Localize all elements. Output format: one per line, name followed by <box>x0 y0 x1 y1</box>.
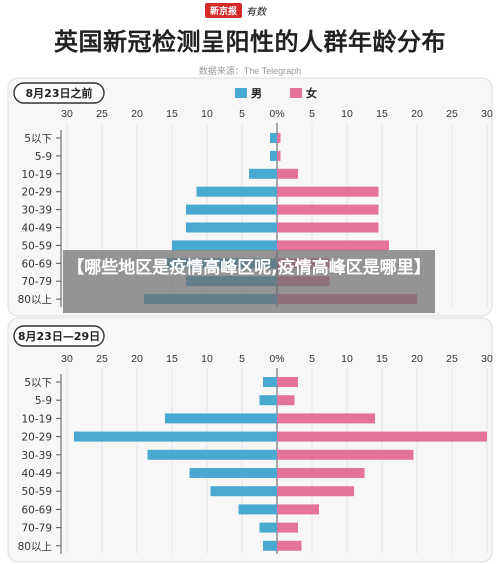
category-label: 20-29 <box>21 187 52 199</box>
category-label: 70-79 <box>21 276 52 288</box>
tick-label: 25 <box>96 108 108 120</box>
publisher-logo: 新京报 有数 <box>205 2 266 18</box>
tick-label: 30 <box>61 108 73 120</box>
data-source: 数据来源：The Telegraph <box>198 66 302 76</box>
tick-label: 15 <box>166 108 178 120</box>
bar-female <box>277 522 298 533</box>
chart-2: 8月23日—29日 30 25 20 15 10 5 0% 5 10 15 20 25 30 5以下 5-9 1… <box>7 317 493 563</box>
caption-overlay-text: 【哪些地区是疫情高峰区呢,疫情高峰区是哪里】 <box>67 258 431 278</box>
bar-male <box>263 540 277 551</box>
tick-label: 30 <box>61 353 73 365</box>
tick-label: 0% <box>269 353 284 365</box>
bar-female <box>277 204 379 215</box>
page-title: 英国新冠检测呈阳性的人群年龄分布 <box>54 28 446 56</box>
bar-female <box>277 377 298 387</box>
tick-label: 5 <box>309 108 315 120</box>
category-label: 5以下 <box>24 133 52 145</box>
bar-male <box>270 150 277 161</box>
bar-male <box>259 522 277 533</box>
bar-female <box>277 449 414 460</box>
bar-female <box>277 133 281 143</box>
category-label: 80以上 <box>18 294 52 306</box>
category-label: 5-9 <box>35 395 52 407</box>
legend-label-female: 女 <box>306 86 317 100</box>
bar-male <box>196 186 277 197</box>
bar-male <box>259 395 277 406</box>
bar-male <box>165 413 277 424</box>
bar-female <box>277 468 365 478</box>
category-label: 10-19 <box>21 169 52 181</box>
tick-label: 20 <box>131 353 143 365</box>
bar-female <box>277 222 379 233</box>
category-label: 70-79 <box>21 523 52 535</box>
tick-label: 10 <box>341 108 353 120</box>
chart-title: 8月23日之前 <box>26 86 93 100</box>
bar-male <box>249 168 277 179</box>
tick-label: 15 <box>376 353 388 365</box>
tick-label: 20 <box>411 353 423 365</box>
bar-male <box>210 486 277 497</box>
bar-female <box>277 504 319 515</box>
category-label: 80以上 <box>18 541 52 553</box>
legend-swatch-female <box>290 88 302 98</box>
category-label: 30-39 <box>21 450 52 462</box>
tick-label: 15 <box>166 353 178 365</box>
category-label: 10-19 <box>21 413 52 425</box>
legend-swatch-male <box>235 88 247 98</box>
bar-male <box>238 504 277 515</box>
tick-label: 25 <box>446 353 458 365</box>
bar-female <box>277 540 302 551</box>
legend-label-male: 男 <box>251 87 262 100</box>
bar-male <box>186 222 277 233</box>
tick-label: 10 <box>201 108 213 120</box>
tick-label: 20 <box>131 108 143 120</box>
tick-label: 30 <box>481 108 493 120</box>
category-label: 40-49 <box>21 468 52 480</box>
bar-male <box>270 133 277 143</box>
chart-title-pill <box>13 325 105 347</box>
category-label: 5以下 <box>24 377 52 389</box>
bar-female <box>277 431 487 442</box>
tick-label: 10 <box>341 353 353 365</box>
bar-female <box>277 186 379 197</box>
caption-overlay: 【哪些地区是疫情高峰区呢,疫情高峰区是哪里】 <box>63 250 435 313</box>
bar-female <box>277 168 298 179</box>
tick-label: 5 <box>239 353 245 365</box>
category-label: 60-69 <box>21 258 52 270</box>
bar-male <box>263 377 277 387</box>
bar-female <box>277 240 389 251</box>
tick-label: 0% <box>269 108 284 120</box>
chart-legend: 男女 <box>235 86 317 100</box>
logo-badge: 新京报 <box>205 2 243 18</box>
bar-male <box>189 468 277 478</box>
bar-male <box>172 240 277 251</box>
category-label: 50-59 <box>21 240 52 252</box>
bar-female <box>277 486 354 497</box>
bar-male <box>147 449 277 460</box>
category-label: 60-69 <box>21 504 52 516</box>
tick-label: 15 <box>376 108 388 120</box>
chart-title: 8月23日—29日 <box>18 330 100 343</box>
logo-script: 有数 <box>246 6 267 18</box>
bar-female <box>277 413 375 424</box>
bar-male <box>74 431 277 442</box>
tick-label: 25 <box>446 108 458 120</box>
category-label: 30-39 <box>21 205 52 217</box>
chart-title-pill <box>13 82 105 104</box>
tick-label: 30 <box>481 353 493 365</box>
bar-female <box>277 150 281 161</box>
tick-label: 10 <box>201 353 213 365</box>
tick-label: 5 <box>309 353 315 365</box>
category-label: 50-59 <box>21 486 52 498</box>
tick-label: 5 <box>239 108 245 120</box>
bar-female <box>277 395 295 406</box>
category-label: 20-29 <box>21 432 52 444</box>
category-label: 40-49 <box>21 223 52 235</box>
header: 新京报 有数 英国新冠检测呈阳性的人群年龄分布 数据来源：The Telegra… <box>0 0 500 80</box>
bar-male <box>186 204 277 215</box>
tick-label: 20 <box>411 108 423 120</box>
category-label: 5-9 <box>35 151 52 163</box>
tick-label: 25 <box>96 353 108 365</box>
